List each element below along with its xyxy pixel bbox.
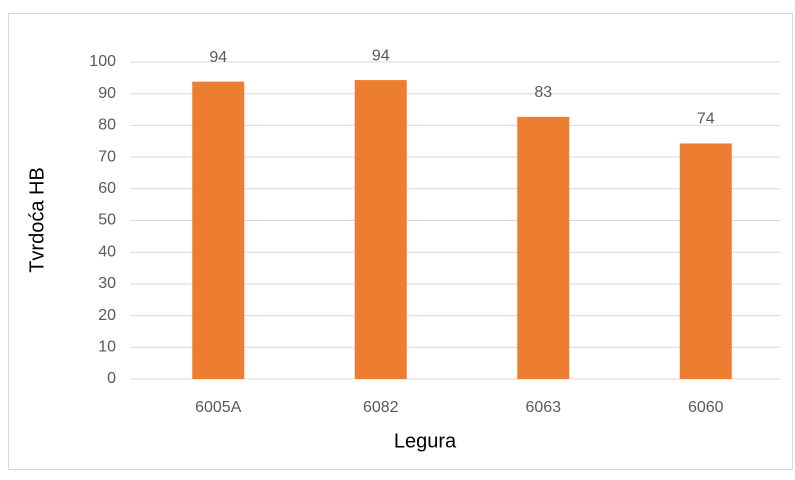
data-label: 74 — [697, 111, 715, 128]
y-tick-label: 10 — [98, 339, 116, 356]
x-tick-label: 6005A — [195, 399, 242, 416]
bar — [679, 143, 732, 379]
data-label: 83 — [534, 84, 552, 101]
y-tick-label: 50 — [98, 212, 116, 229]
y-tick-label: 100 — [89, 53, 116, 70]
bar — [192, 81, 245, 380]
x-tick-label: 6060 — [688, 399, 724, 416]
x-axis-title: Legura — [394, 430, 457, 452]
x-tick-label: 6063 — [525, 399, 561, 416]
bar — [354, 80, 407, 379]
bar — [517, 116, 570, 379]
y-axis-title: Tvrdoća HB — [26, 167, 48, 273]
y-tick-label: 30 — [98, 275, 116, 292]
data-label: 94 — [372, 47, 390, 64]
y-tick-label: 90 — [98, 85, 116, 102]
y-tick-label: 70 — [98, 148, 116, 165]
x-tick-label: 6082 — [363, 399, 399, 416]
y-tick-label: 40 — [98, 243, 116, 260]
data-label: 94 — [209, 49, 227, 66]
y-tick-label: 0 — [107, 370, 116, 387]
y-tick-label: 60 — [98, 180, 116, 197]
y-tick-label: 20 — [98, 307, 116, 324]
y-tick-label: 80 — [98, 117, 116, 134]
